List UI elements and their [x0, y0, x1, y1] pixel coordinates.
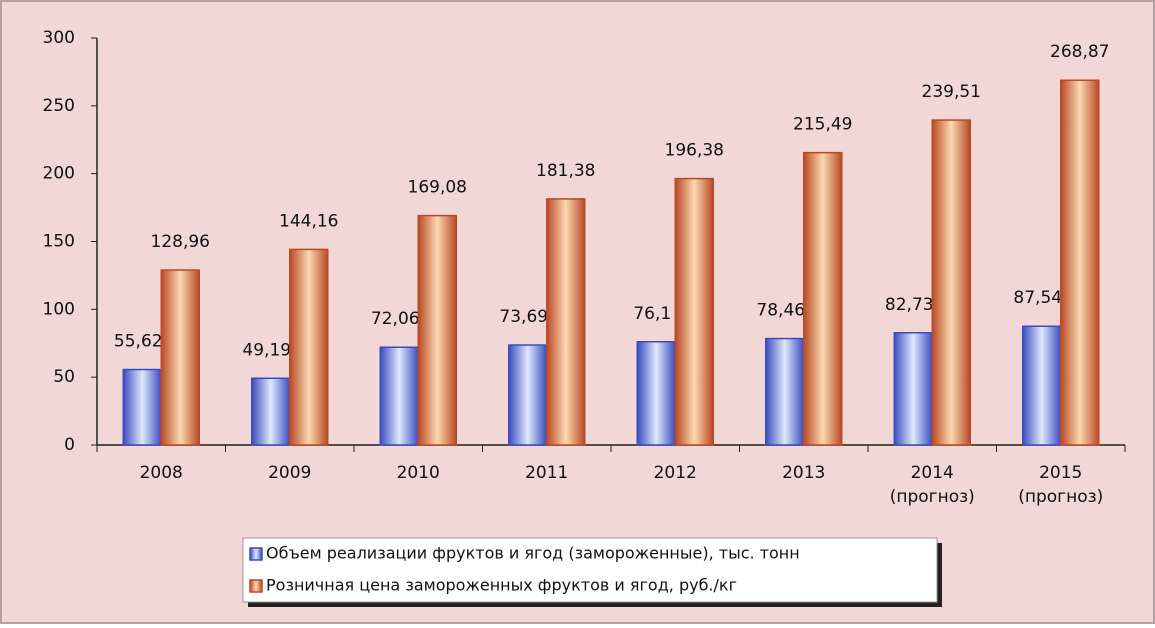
y-tick-label: 100 [43, 299, 75, 319]
bar [417, 214, 457, 446]
bar [160, 269, 200, 446]
bar [636, 341, 676, 446]
x-tick-label: 2010 [397, 463, 440, 483]
y-tick-label: 150 [43, 232, 75, 252]
x-tick-label: 2013 [782, 463, 825, 483]
value-label: 169,08 [408, 178, 467, 198]
value-label: 78,46 [756, 301, 805, 321]
bar [803, 151, 843, 446]
bar [379, 346, 419, 446]
x-tick-label: 2008 [140, 463, 183, 483]
bar [546, 198, 586, 446]
legend-label: Розничная цена замороженных фруктов и яг… [266, 576, 737, 595]
bar [674, 177, 714, 446]
bar [1060, 79, 1100, 446]
y-tick-label: 50 [53, 367, 75, 387]
legend-swatch [249, 547, 263, 561]
value-label: 72,06 [371, 309, 420, 329]
bar [122, 368, 162, 446]
value-label: 82,73 [885, 295, 934, 315]
value-label: 196,38 [665, 141, 724, 161]
bar [931, 119, 971, 446]
value-label: 181,38 [536, 161, 595, 181]
bar [289, 248, 329, 446]
bar [1022, 325, 1062, 446]
bar [508, 344, 548, 446]
bar [251, 377, 291, 446]
value-label: 87,54 [1013, 288, 1062, 308]
y-tick-label: 200 [43, 164, 75, 184]
legend-label: Объем реализации фруктов и ягод (заморож… [266, 544, 800, 563]
y-tick-label: 300 [43, 28, 75, 48]
value-label: 76,1 [633, 304, 671, 324]
legend [242, 537, 938, 603]
x-tick-label: 2014 (прогноз) [890, 463, 975, 507]
value-label: 215,49 [793, 115, 852, 135]
value-label: 49,19 [242, 340, 291, 360]
value-label: 128,96 [151, 232, 210, 252]
x-tick-label: 2009 [268, 463, 311, 483]
bar [765, 337, 805, 446]
value-label: 268,87 [1050, 42, 1109, 62]
x-tick-label: 2011 [525, 463, 568, 483]
legend-swatch [249, 579, 263, 593]
value-label: 144,16 [279, 211, 338, 231]
x-tick-label: 2012 [654, 463, 697, 483]
y-tick-label: 0 [64, 435, 75, 455]
value-label: 239,51 [922, 82, 981, 102]
y-tick-label: 250 [43, 96, 75, 116]
x-tick-label: 2015 (прогноз) [1018, 463, 1103, 507]
value-label: 73,69 [499, 307, 548, 327]
value-label: 55,62 [114, 332, 163, 352]
bar [893, 332, 933, 446]
